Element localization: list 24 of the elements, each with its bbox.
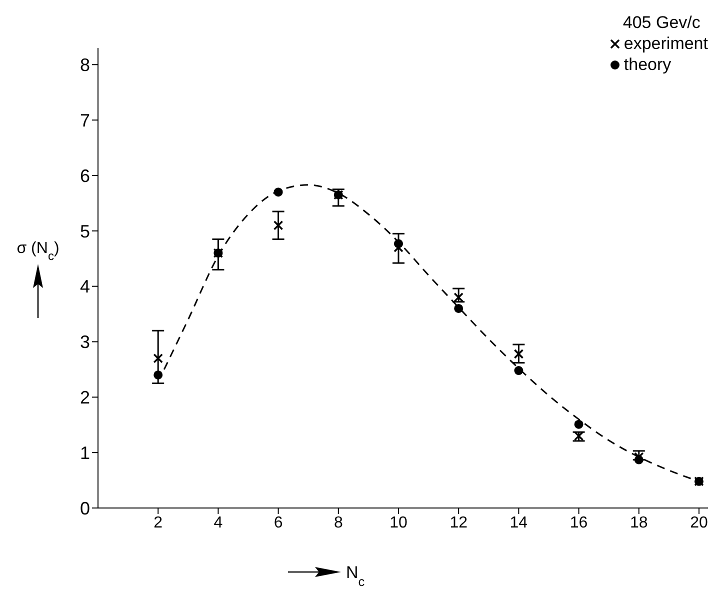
y-tick-label: 3 (80, 332, 90, 352)
x-tick-label: 16 (570, 514, 588, 532)
x-tick-label: 20 (690, 514, 708, 532)
x-tick-label: 6 (274, 514, 283, 532)
y-tick-label: 1 (80, 442, 90, 463)
x-tick-label: 14 (510, 514, 528, 532)
y-tick-label: 6 (80, 166, 90, 186)
y-tick-label: 8 (80, 55, 90, 76)
x-tick-label: 8 (334, 514, 343, 532)
legend-label: experiment (624, 33, 708, 54)
y-tick-label: 2 (80, 388, 90, 408)
y-axis-title: σ (N$_{c}$) (16, 240, 60, 263)
x-tick-label: 10 (390, 514, 408, 532)
y-tick-label: 0 (80, 498, 90, 518)
y-tick-label: 7 (80, 110, 90, 130)
x-tick-label: 4 (214, 514, 223, 532)
x-tick-label: 2 (154, 514, 163, 532)
x-tick-label: 18 (630, 514, 648, 532)
legend-label: theory (624, 54, 672, 75)
y-tick-label: 5 (80, 221, 90, 242)
y-tick-label: 4 (80, 276, 90, 297)
x-tick-label: 12 (450, 514, 468, 532)
x-axis-title: N$_{c}$ (346, 563, 366, 588)
legend-title: 405 Gev/c (622, 12, 702, 33)
